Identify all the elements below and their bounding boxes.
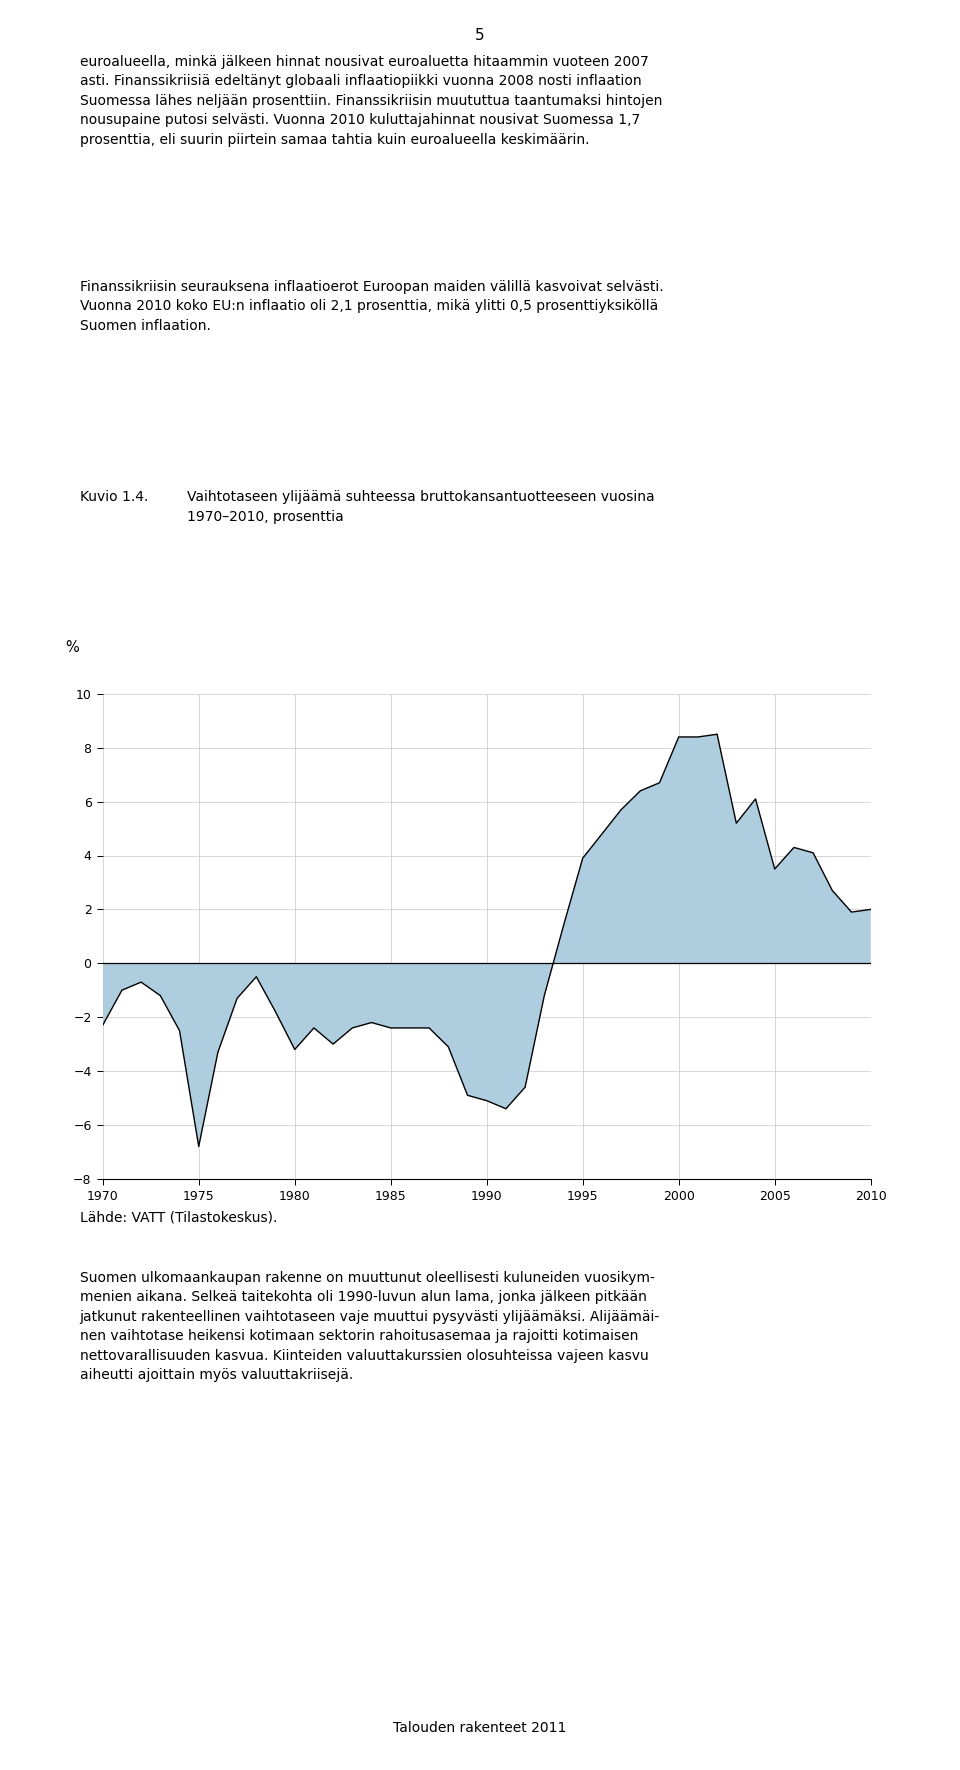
Text: %: % bbox=[65, 641, 79, 655]
Text: Suomen ulkomaankaupan rakenne on muuttunut oleellisesti kuluneiden vuosikym-
men: Suomen ulkomaankaupan rakenne on muuttun… bbox=[80, 1271, 660, 1382]
Text: 5: 5 bbox=[475, 28, 485, 42]
Text: Vaihtotaseen ylijäämä suhteessa bruttokansantuotteeseen vuosina
1970–2010, prose: Vaihtotaseen ylijäämä suhteessa bruttoka… bbox=[187, 490, 655, 524]
Text: euroalueella, minkä jälkeen hinnat nousivat euroaluetta hitaammin vuoteen 2007
a: euroalueella, minkä jälkeen hinnat nousi… bbox=[80, 55, 662, 147]
Text: Lähde: VATT (Tilastokeskus).: Lähde: VATT (Tilastokeskus). bbox=[80, 1211, 277, 1225]
Text: Kuvio 1.4.: Kuvio 1.4. bbox=[80, 490, 148, 504]
Text: Talouden rakenteet 2011: Talouden rakenteet 2011 bbox=[394, 1720, 566, 1735]
Text: Finanssikriisin seurauksena inflaatioerot Euroopan maiden välillä kasvoivat selv: Finanssikriisin seurauksena inflaatioero… bbox=[80, 280, 663, 333]
